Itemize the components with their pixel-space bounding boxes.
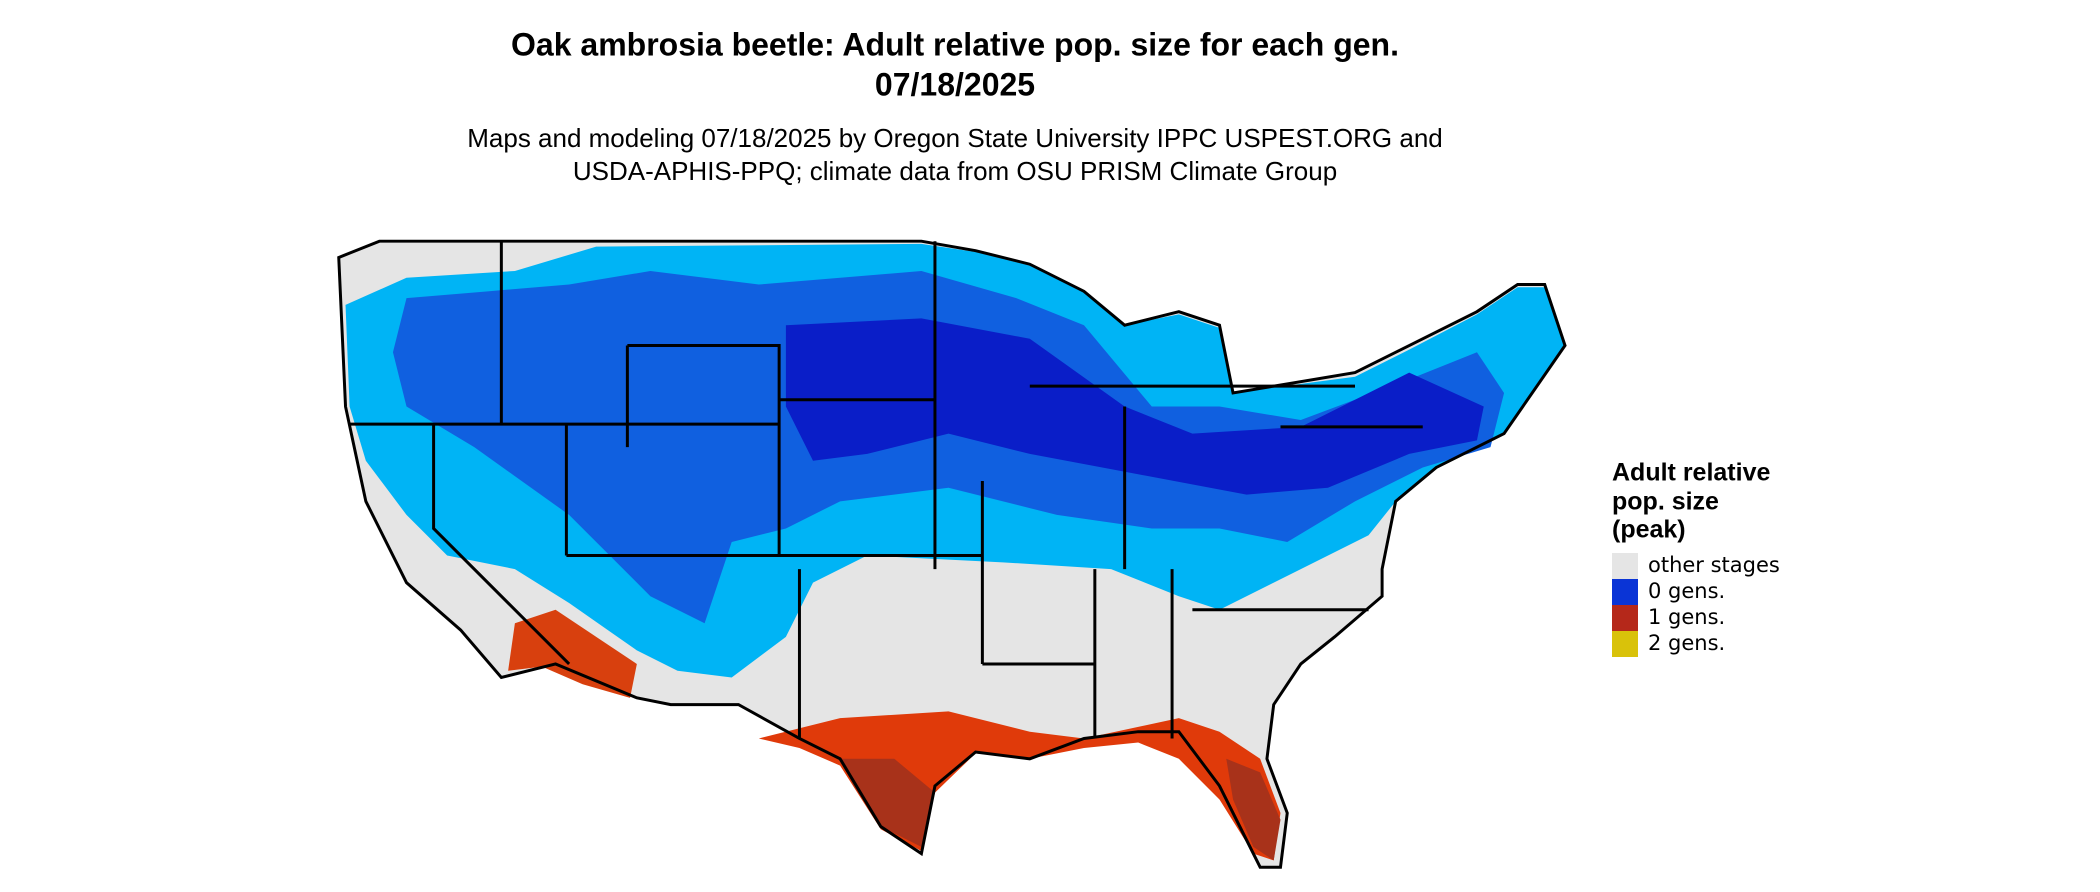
legend-swatch [1612,553,1638,579]
legend-label: 1 gens. [1648,605,1725,629]
legend-label: 0 gens. [1648,579,1725,603]
subtitle: Maps and modeling 07/18/2025 by Oregon S… [467,123,1443,153]
legend: Adult relative pop. size (peak) other st… [1612,459,1780,657]
blue-region [392,271,1505,624]
legend-swatch [1612,579,1638,605]
state-borders [337,239,1567,869]
legend-title: pop. size [1612,488,1719,516]
legend-title: Adult relative [1612,459,1770,487]
legend-label: 2 gens. [1648,631,1725,655]
us-map [337,239,1567,869]
subtitle: USDA-APHIS-PPQ; climate data from OSU PR… [573,156,1337,186]
dark-red-region [1226,758,1281,861]
legend-swatch [1612,605,1638,631]
title-date: 07/18/2025 [875,66,1035,102]
orange-region [508,609,637,698]
legend-label: other stages [1648,553,1780,577]
legend-title: (peak) [1612,516,1686,544]
title: Oak ambrosia beetle: Adult relative pop.… [511,26,1399,62]
dark-blue-region [785,318,1484,495]
orange-region [758,711,1281,861]
dark-red-region [840,758,935,847]
legend-swatch [1612,631,1638,657]
